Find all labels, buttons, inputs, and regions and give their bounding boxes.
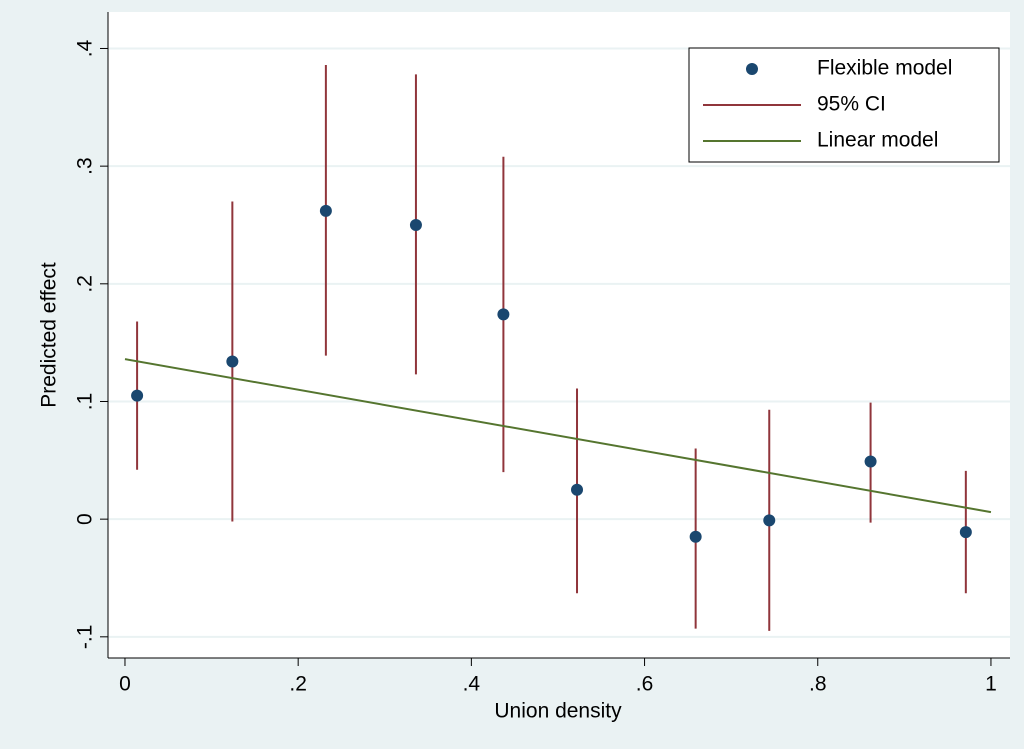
point	[864, 455, 877, 468]
x-tick-label: .6	[636, 673, 654, 696]
x-tick-label: .8	[809, 673, 827, 696]
fit-line	[124, 358, 992, 514]
point	[571, 483, 584, 496]
x-tick-label: 0	[119, 673, 131, 696]
y-tick-label: .3	[74, 157, 97, 175]
point	[409, 218, 422, 231]
point	[497, 308, 510, 321]
y-tick-label: .2	[74, 275, 97, 293]
y-axis-title: Predicted effect	[38, 262, 61, 408]
x-tick-label: .2	[289, 673, 307, 696]
legend-marker	[746, 63, 758, 75]
point	[319, 204, 332, 217]
x-tick-label: .4	[463, 673, 481, 696]
point	[131, 389, 144, 402]
point	[959, 526, 972, 539]
point	[226, 355, 239, 368]
point	[689, 530, 702, 543]
y-tick-label: 0	[74, 513, 97, 525]
y-tick-label: .1	[74, 393, 97, 411]
legend-label: 95% CI	[817, 93, 886, 116]
legend-label: Flexible model	[817, 57, 952, 80]
y-tick-label: -.1	[74, 625, 97, 650]
x-axis-title: Union density	[494, 700, 622, 723]
point	[763, 514, 776, 527]
legend-label: Linear model	[817, 129, 938, 152]
x-tick-label: 1	[985, 673, 997, 696]
y-tick-label: .4	[74, 39, 97, 57]
